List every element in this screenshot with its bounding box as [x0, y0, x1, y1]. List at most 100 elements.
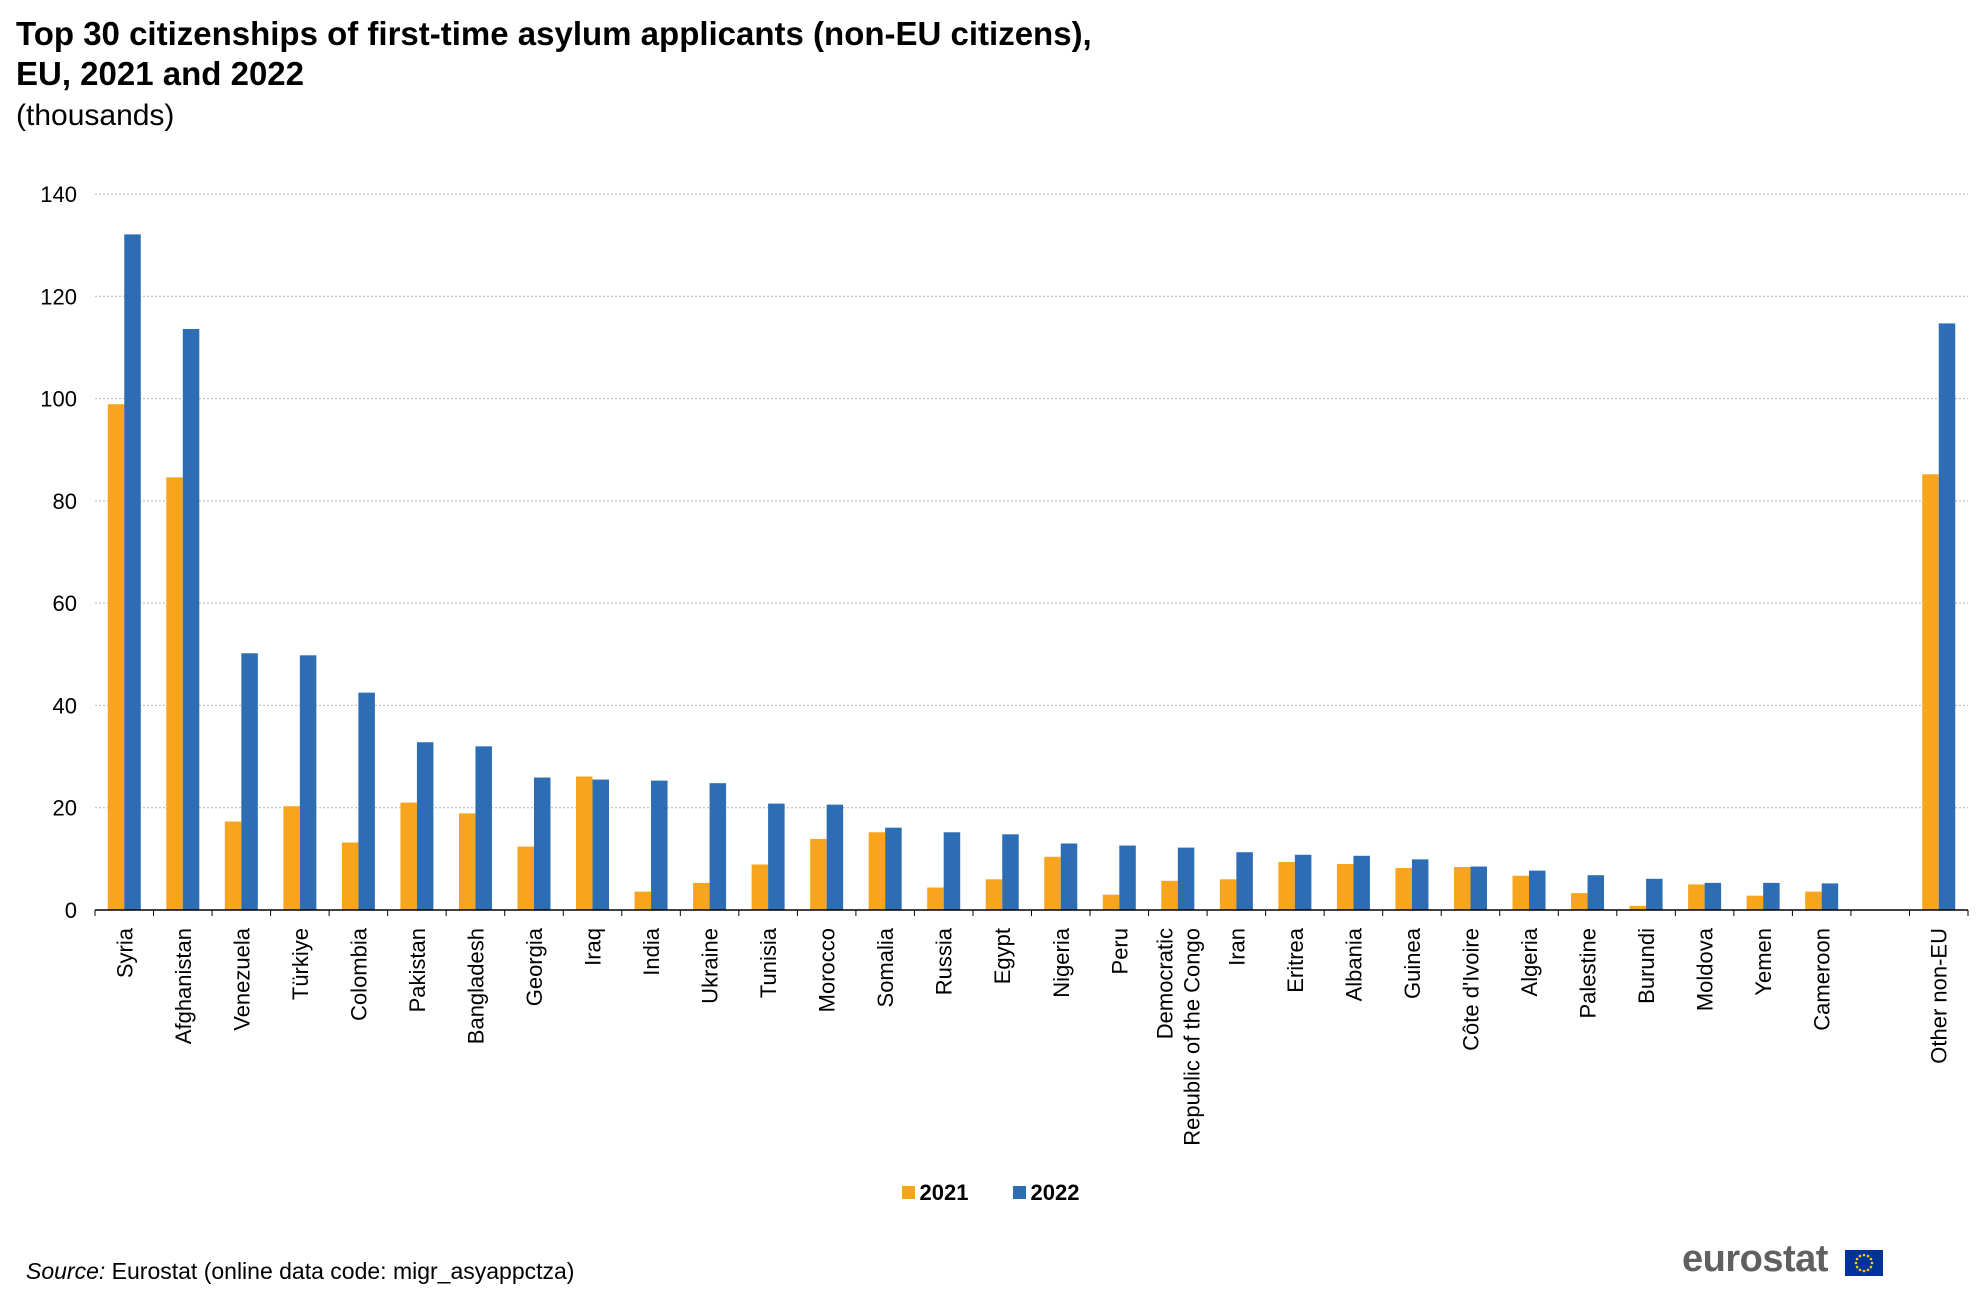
flag-star [1858, 1268, 1862, 1272]
y-axis-tick-labels: 0 20 40 60 80 100 120 140 [40, 182, 77, 923]
y-tick-label: 140 [40, 182, 77, 207]
bar-2022 [124, 234, 141, 911]
bar-2021 [1922, 474, 1939, 910]
chart-subtitle: (thousands) [16, 99, 175, 132]
x-category-label: Syria [112, 927, 137, 978]
flag-star [1855, 1257, 1859, 1261]
bar-2021 [107, 404, 125, 910]
bar-2021 [751, 864, 769, 910]
bar-2021 [1044, 856, 1061, 910]
bar-2022 [1002, 834, 1019, 910]
bar-2021 [517, 846, 534, 910]
bar-2021 [693, 882, 710, 910]
x-category-label: Palestine [1576, 928, 1601, 1019]
y-tick-label: 0 [65, 898, 77, 923]
y-tick-label: 80 [53, 489, 77, 514]
x-category-label: Other non-EU [1927, 928, 1952, 1064]
bar-2022 [768, 803, 785, 910]
bar-2022 [1704, 882, 1722, 910]
x-axis [94, 909, 1969, 916]
x-category-label: Burundi [1634, 928, 1659, 1004]
legend-swatch [1012, 1186, 1026, 1199]
flag-star [1866, 1268, 1870, 1272]
bar-2021 [1161, 880, 1178, 910]
x-category-label: Iran [1224, 928, 1249, 966]
bar-2021 [1336, 863, 1354, 910]
eurostat-logo: eurostat [1682, 1238, 1828, 1280]
bar-2021 [1512, 875, 1530, 910]
bar-2021 [1746, 895, 1764, 910]
bar-2022 [1177, 847, 1195, 910]
bar-2021 [341, 842, 359, 910]
bar-2021 [985, 879, 1003, 910]
bar-2022 [1938, 323, 1956, 910]
bar-2022 [1763, 882, 1780, 910]
bar-2021 [166, 477, 183, 910]
flag-star [1866, 1254, 1870, 1258]
x-category-label: Republic of the Congo [1179, 928, 1204, 1146]
chart-title: Top 30 citizenships of first-time asylum… [16, 14, 1092, 94]
x-category-label: Bangladesh [463, 928, 488, 1044]
flag-star [1854, 1261, 1858, 1265]
flag-star [1869, 1257, 1873, 1261]
bar-2022 [1646, 878, 1663, 910]
bar-2021 [1688, 884, 1705, 910]
x-category-label: Venezuela [229, 927, 254, 1031]
y-tick-label: 60 [53, 591, 77, 616]
bar-2022 [358, 692, 375, 910]
source-note: Source: Eurostat (online data code: migr… [26, 1258, 574, 1285]
bar-2022 [533, 777, 551, 910]
chart-title-line: EU, 2021 and 2022 [16, 55, 305, 92]
bar-2022 [475, 746, 492, 910]
bar-2021 [1219, 879, 1237, 910]
flag-star [1862, 1269, 1866, 1273]
bar-2022 [1353, 855, 1370, 910]
x-category-label: Democratic [1152, 928, 1177, 1039]
bar-2021 [810, 838, 827, 910]
bar-2022 [1821, 883, 1839, 910]
x-category-label: Guinea [1400, 927, 1425, 999]
eu-flag-icon [1845, 1250, 1883, 1276]
x-category-label: Albania [1341, 927, 1366, 1001]
bar-2021 [634, 891, 652, 910]
gridlines [95, 193, 1968, 809]
bar-2022 [1587, 875, 1605, 910]
bar-2021 [1453, 867, 1471, 910]
bar-2022 [592, 779, 610, 910]
legend: 2021 2022 [0, 1180, 1981, 1206]
x-axis-category-labels: Syria Afghanistan Venezuela Türkiye Colombia… [112, 927, 1951, 1145]
x-category-label: Yemen [1751, 928, 1776, 996]
x-category-label: Cameroon [1810, 928, 1835, 1031]
bar-2022 [241, 653, 258, 910]
legend-item-2021: 2021 [901, 1180, 969, 1206]
legend-label: 2022 [1030, 1180, 1080, 1205]
bar-2021 [576, 776, 593, 910]
x-category-label: Eritrea [1283, 927, 1308, 993]
bar-2022 [1411, 859, 1429, 910]
y-tick-label: 20 [53, 796, 77, 821]
bar-2021 [224, 821, 242, 910]
bar-2022 [885, 827, 902, 910]
x-category-label: Algeria [1517, 927, 1542, 996]
flag-star [1869, 1265, 1873, 1269]
x-category-label: Peru [1107, 928, 1132, 974]
bar-2022 [299, 655, 317, 910]
bars [107, 234, 1956, 911]
x-category-label: Somalia [873, 927, 898, 1007]
bar-2022 [1470, 866, 1487, 910]
legend-swatch [901, 1186, 915, 1199]
bar-2022 [416, 742, 434, 910]
x-category-label: Côte d'Ivoire [1458, 928, 1483, 1051]
bar-2021 [1805, 891, 1822, 910]
y-tick-label: 100 [40, 387, 77, 412]
flag-star [1870, 1261, 1874, 1265]
bar-2022 [826, 804, 844, 910]
bar-2021 [1278, 861, 1295, 910]
x-category-label: Ukraine [698, 928, 723, 1004]
legend-label: 2021 [919, 1180, 969, 1205]
bar-2022 [709, 783, 727, 910]
x-category-label: Türkiye [288, 928, 313, 1000]
bar-2021 [1395, 868, 1412, 910]
bar-2022 [943, 832, 961, 910]
chart-title-line: Top 30 citizenships of first-time asylum… [16, 15, 1092, 52]
